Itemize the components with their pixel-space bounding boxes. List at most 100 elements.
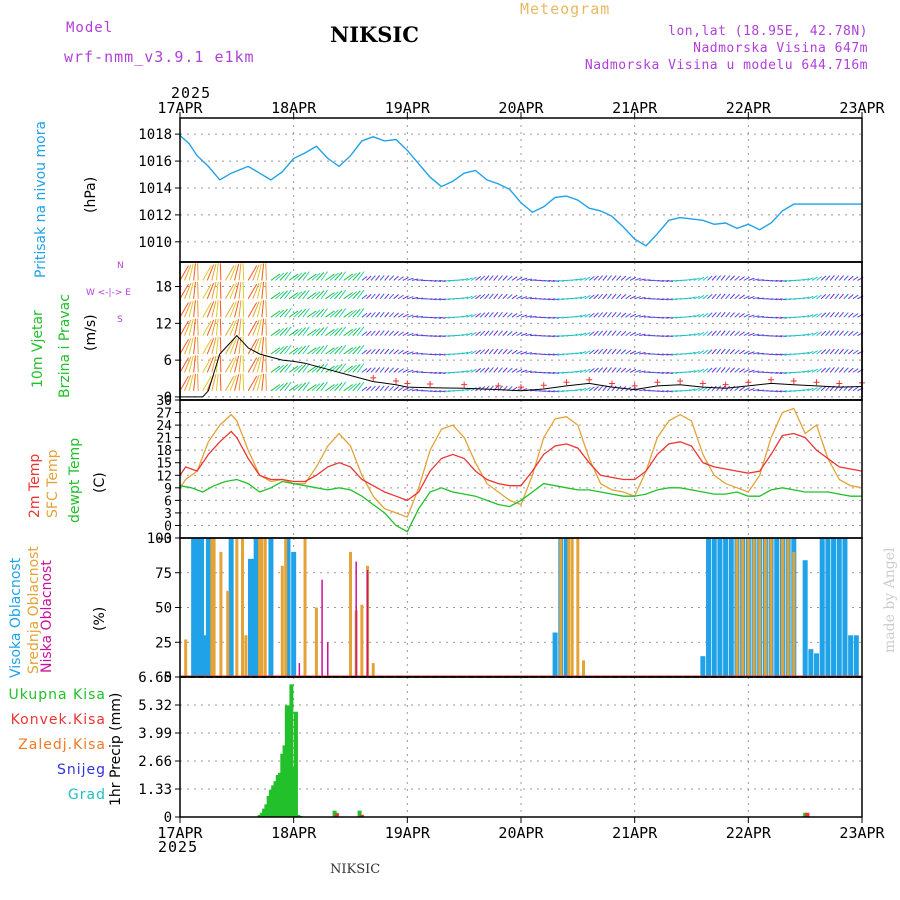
- cloud-bar-mid: [582, 660, 586, 677]
- wind-arrow: [784, 279, 792, 282]
- cloud-bar-high: [814, 653, 820, 677]
- wind-arrow: [416, 352, 423, 355]
- wind-arrow: [543, 316, 551, 319]
- wind-arrow: [729, 275, 736, 281]
- cloud-bar-high: [202, 635, 208, 677]
- wind-arrow: [670, 390, 678, 393]
- wind-arrow: [488, 367, 494, 373]
- wind-arrow: [716, 275, 722, 281]
- wind-arrow: [597, 293, 604, 300]
- wind-arrow: [466, 350, 473, 355]
- y-tick-label: 27: [156, 407, 172, 422]
- snow-label: Snijeg: [56, 762, 106, 778]
- y-tick-label: 6: [164, 494, 172, 509]
- wind-arrow: [711, 348, 717, 355]
- freezing-precip-label: Zaledj.Kisa: [18, 737, 106, 753]
- y-tick-label: 2.66: [138, 754, 172, 770]
- panel-frame: [179, 261, 863, 401]
- wind-arrow: [570, 278, 578, 281]
- wind-arrow: [307, 365, 317, 373]
- wind-arrow: [261, 355, 265, 373]
- wind-arrow: [811, 350, 818, 355]
- cloud-bar-low: [355, 561, 357, 677]
- wind-arrow: [265, 373, 267, 391]
- wind-arrow: [288, 310, 299, 318]
- wind-arrow: [443, 298, 451, 301]
- wind-arrow: [639, 333, 646, 337]
- cloud-bar-high: [842, 538, 848, 677]
- wind-arrow: [343, 310, 353, 318]
- wind-arrow: [352, 290, 361, 300]
- wind-arrow: [197, 263, 199, 281]
- gust-marker: [461, 381, 468, 388]
- wind-arrow: [848, 275, 854, 281]
- wind-arrow: [520, 332, 528, 337]
- wind-arrow: [356, 381, 365, 392]
- wind-arrow: [807, 332, 814, 337]
- wind-arrow: [470, 313, 477, 318]
- cloud-bar-mid: [210, 538, 214, 677]
- wind-arrow: [584, 368, 591, 373]
- wind-arrow: [625, 331, 632, 337]
- wind-arrow: [247, 302, 258, 318]
- wind-arrow: [179, 283, 189, 300]
- pressure-axis-name: Pritisak na nivou mora: [33, 120, 49, 278]
- wind-arrow: [525, 352, 532, 355]
- wind-arrow: [334, 327, 343, 336]
- wind-arrow: [284, 326, 292, 336]
- wind-arrow: [848, 330, 854, 336]
- wind-arrow: [698, 331, 705, 337]
- wind-arrow: [202, 302, 212, 318]
- year-top-label: 2025: [171, 84, 212, 102]
- coords-label: lon,lat (18.95E, 42.78N): [668, 24, 868, 39]
- wind-arrow: [206, 301, 215, 318]
- wind-arrow: [225, 375, 235, 392]
- wind-arrow: [202, 357, 212, 373]
- cloud-bar-mid: [567, 538, 571, 677]
- wind-arrow: [811, 331, 818, 337]
- wind-arrow: [434, 316, 442, 319]
- wind-arrow: [543, 298, 551, 301]
- wind-arrow: [215, 373, 219, 391]
- wind-arrow: [461, 314, 469, 318]
- wind-arrow: [297, 364, 307, 373]
- wind-arrow: [443, 390, 451, 393]
- wind-arrow: [843, 275, 849, 281]
- wind-arrow: [384, 385, 390, 392]
- wind-arrow: [530, 371, 537, 373]
- wind-arrow: [743, 276, 750, 281]
- wind-arrow: [734, 294, 740, 300]
- wind-arrow: [284, 344, 292, 355]
- cloud-bar-mid: [260, 538, 264, 677]
- wind-arrow: [738, 331, 745, 337]
- wind-arrow: [193, 281, 196, 299]
- y-tick-label: 3: [164, 507, 172, 522]
- wind-arrow: [507, 294, 513, 300]
- wind-arrow: [238, 318, 242, 336]
- precip-bar-total: [291, 766, 296, 817]
- wind-arrow: [684, 352, 692, 355]
- wind-arrow: [725, 348, 731, 355]
- wind-arrow: [707, 275, 713, 281]
- wind-arrow: [256, 337, 262, 355]
- cloud-unit: (%): [92, 606, 108, 631]
- cloud-bar-mid: [280, 565, 284, 677]
- wind-arrow: [570, 389, 578, 392]
- y-tick-label: 1018: [138, 127, 172, 143]
- wind-arrow: [206, 356, 215, 373]
- wind-arrow: [634, 277, 641, 281]
- wind-arrow: [588, 331, 595, 336]
- wind-arrow: [752, 370, 760, 373]
- wind-arrow: [242, 300, 245, 318]
- wind-arrow: [802, 333, 810, 337]
- wind-arrow: [293, 309, 303, 318]
- wind-arrow: [475, 312, 481, 318]
- wind-arrow: [670, 371, 678, 374]
- wind-arrow: [820, 312, 827, 318]
- wind-arrow: [597, 385, 604, 392]
- wind-arrow: [834, 330, 840, 336]
- wind-arrow: [825, 348, 831, 355]
- wind-arrow: [770, 353, 778, 356]
- wind-arrow: [670, 316, 678, 319]
- cloud-bar-high: [728, 538, 734, 677]
